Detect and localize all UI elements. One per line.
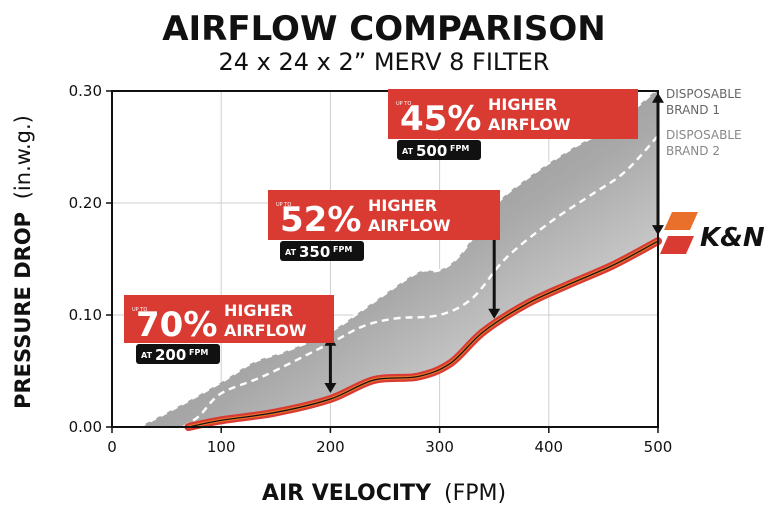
callout-at-unit: FPM — [450, 144, 469, 153]
x-tick-label: 100 — [207, 438, 236, 456]
y-axis-label-bold: PRESSURE DROP — [11, 212, 35, 409]
x-tick-label: 300 — [425, 438, 454, 456]
y-tick-label: 0.20 — [69, 194, 102, 212]
callout-at-prefix: AT — [141, 351, 153, 360]
axes — [111, 90, 659, 428]
callout-at-value: 350 — [299, 243, 330, 261]
callout-at-unit: FPM — [189, 348, 208, 357]
callout-upto: UP TO — [396, 101, 411, 107]
x-axis-label-unit: (FPM) — [444, 481, 506, 506]
logo-stripe-orange — [664, 212, 698, 230]
callout-percent: 52% — [280, 200, 361, 240]
x-tick-label: 0 — [107, 438, 117, 456]
logo-stripe-red — [660, 236, 694, 254]
y-tick-label: 0.10 — [69, 306, 102, 324]
logo-text: K&N — [700, 223, 765, 253]
callout-line2: AIRFLOW — [488, 115, 571, 134]
callout-percent: 45% — [400, 99, 481, 139]
x-axis-label-bold: AIR VELOCITY — [262, 481, 432, 506]
chart-subtitle: 24 x 24 x 2” MERV 8 FILTER — [219, 48, 550, 76]
legend-label-brand-1: DISPOSABLE — [666, 87, 742, 101]
y-tick-label: 0.00 — [69, 418, 102, 436]
tick-labels: 0 100 200 300 400 500 0.00 0.10 0.20 0.30 — [69, 82, 673, 456]
series-lines — [138, 87, 662, 431]
y-axis-label-unit: (in.w.g.) — [11, 115, 35, 199]
legend-labels: DISPOSABLE BRAND 1 DISPOSABLE BRAND 2 — [666, 87, 742, 158]
callout-at-tag: AT 500 FPM — [397, 140, 481, 160]
callout-line1: HIGHER — [488, 95, 557, 114]
y-axis-label: PRESSURE DROP (in.w.g.) — [11, 115, 35, 409]
callout-at-value: 500 — [416, 142, 447, 160]
series-line-brand-1 — [138, 87, 659, 429]
callout-at-prefix: AT — [402, 147, 414, 156]
kn-logo: K&N — [660, 212, 765, 254]
series-line-kn-core — [188, 240, 659, 428]
callout-banner — [268, 190, 500, 240]
callout-at-unit: FPM — [333, 245, 352, 254]
shaded-area — [139, 88, 659, 428]
callout-upto: UP TO — [276, 202, 291, 208]
legend-label-brand-2: DISPOSABLE — [666, 128, 742, 142]
x-tick-label: 200 — [316, 438, 345, 456]
y-tick-label: 0.30 — [69, 82, 102, 100]
x-axis-label: AIR VELOCITY (FPM) — [262, 481, 506, 506]
x-tick-label: 400 — [534, 438, 563, 456]
callout-at-value: 200 — [155, 346, 186, 364]
callout-banner — [124, 295, 334, 343]
callout-line1: HIGHER — [224, 301, 293, 320]
callout-at-tag: AT 350 FPM — [280, 241, 364, 261]
plot-frame — [111, 90, 659, 428]
legend-label-brand-2: BRAND 2 — [666, 144, 720, 158]
difference-area — [139, 88, 659, 428]
callout-at-prefix: AT — [285, 248, 297, 257]
callout-upto: UP TO — [132, 307, 147, 313]
legend-label-brand-1: BRAND 1 — [666, 103, 720, 117]
callout-banner — [388, 89, 638, 139]
callout-line2: AIRFLOW — [368, 216, 451, 235]
chart-title: AIRFLOW COMPARISON — [162, 9, 606, 49]
callout-percent: 70% — [136, 305, 217, 345]
callout-line1: HIGHER — [368, 196, 437, 215]
x-tick-label: 500 — [644, 438, 673, 456]
callout-line2: AIRFLOW — [224, 321, 307, 340]
callout-at-tag: AT 200 FPM — [136, 344, 220, 364]
